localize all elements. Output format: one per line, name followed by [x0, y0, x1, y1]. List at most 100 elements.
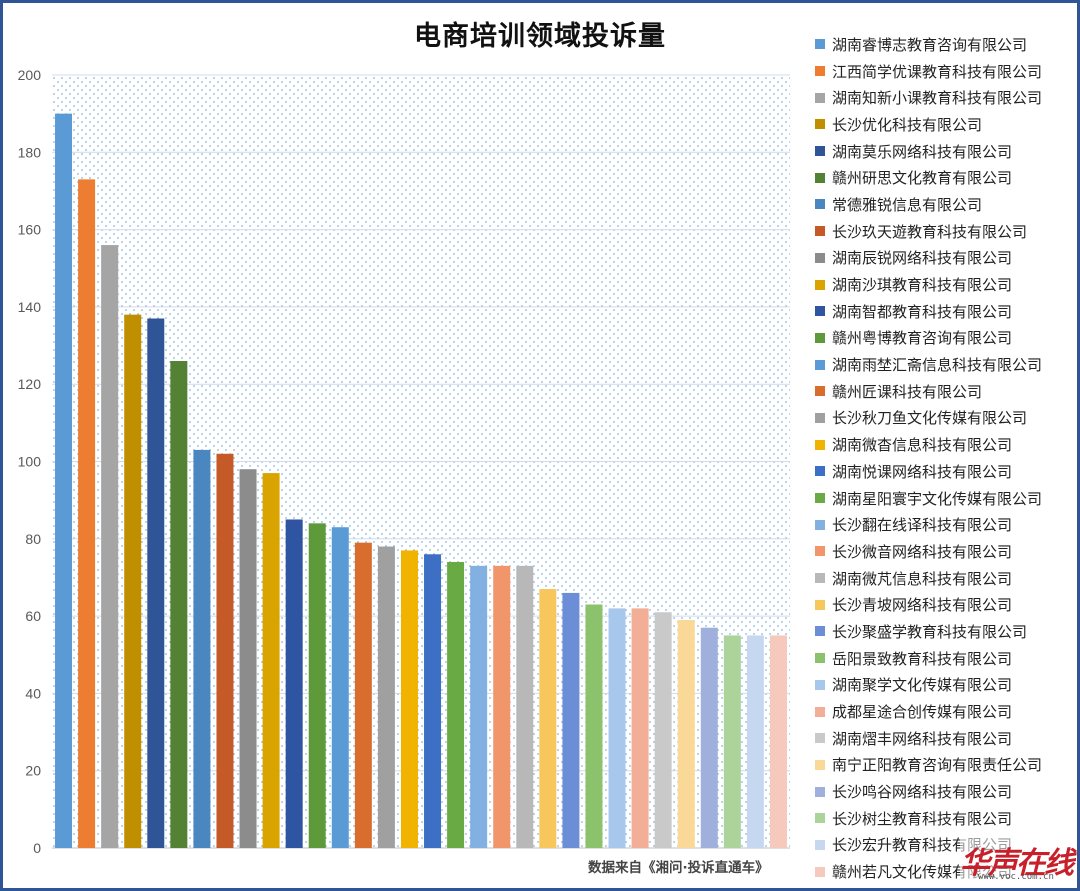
bar [124, 314, 142, 848]
source-note: 数据来自《湘问·投诉直通车》 [588, 860, 769, 876]
bar [216, 453, 234, 848]
legend-swatch [815, 813, 825, 824]
legend-swatch [815, 573, 825, 584]
bar [170, 361, 188, 848]
legend-item: 湖南微芃信息科技有限公司 [815, 565, 1077, 592]
legend-item: 湖南聚学文化传媒有限公司 [815, 672, 1077, 699]
legend-item: 湖南沙琪教育科技有限公司 [815, 271, 1077, 298]
legend-label: 湖南莫乐网络科技有限公司 [832, 142, 1013, 161]
bar [723, 635, 741, 848]
legend-label: 湖南聚学文化传媒有限公司 [832, 676, 1013, 695]
legend-item: 长沙鸣谷网络科技有限公司 [815, 778, 1077, 805]
legend-swatch [815, 653, 825, 664]
bar [493, 565, 511, 848]
legend-label: 长沙翻在线译科技有限公司 [832, 516, 1013, 535]
legend-label: 湖南睿博志教育咨询有限公司 [832, 35, 1028, 54]
bar [354, 542, 372, 848]
bar [562, 592, 580, 848]
bar [631, 608, 649, 848]
legend-swatch [815, 733, 825, 744]
legend-swatch [815, 679, 825, 690]
legend-item: 湖南星阳寰宇文化传媒有限公司 [815, 485, 1077, 512]
legend-swatch [815, 172, 825, 183]
legend-item: 湖南辰锐网络科技有限公司 [815, 245, 1077, 272]
legend-label: 长沙聚盛学教育科技有限公司 [832, 622, 1028, 641]
legend-swatch [815, 466, 825, 477]
legend: 湖南睿博志教育咨询有限公司 江西简学优课教育科技有限公司 湖南知新小课教育科技有限公… [815, 31, 1077, 885]
bar [424, 554, 442, 848]
legend-swatch [815, 759, 825, 770]
legend-swatch [815, 546, 825, 557]
legend-label: 赣州研思文化教育有限公司 [832, 169, 1013, 188]
legend-label: 常德雅锐信息有限公司 [832, 195, 983, 214]
legend-label: 湖南沙琪教育科技有限公司 [832, 276, 1013, 295]
legend-label: 湖南雨埜汇斋信息科技有限公司 [832, 356, 1043, 375]
bar [147, 318, 165, 848]
y-tick-label: 60 [25, 608, 41, 624]
legend-item: 长沙青坡网络科技有限公司 [815, 591, 1077, 618]
bar [285, 519, 303, 848]
legend-item: 湖南悦课网络科技有限公司 [815, 458, 1077, 485]
legend-swatch [815, 252, 825, 263]
legend-item: 长沙翻在线译科技有限公司 [815, 511, 1077, 538]
y-axis: 0 20 40 60 80 100 120 140 160 180 200 [18, 67, 42, 856]
bar [239, 469, 257, 848]
y-tick-label: 100 [18, 454, 42, 470]
legend-item: 赣州粤博教育咨询有限公司 [815, 325, 1077, 352]
bar [193, 449, 211, 848]
legend-item: 长沙优化科技有限公司 [815, 111, 1077, 138]
bar [539, 589, 557, 848]
legend-label: 长沙青坡网络科技有限公司 [832, 596, 1013, 615]
legend-item: 长沙树尘教育科技有限公司 [815, 805, 1077, 832]
legend-swatch [815, 786, 825, 797]
legend-swatch [815, 359, 825, 370]
legend-item: 湖南雨埜汇斋信息科技有限公司 [815, 351, 1077, 378]
legend-item: 赣州匠课科技有限公司 [815, 378, 1077, 405]
legend-label: 湖南知新小课教育科技有限公司 [832, 89, 1043, 108]
legend-swatch [815, 599, 825, 610]
legend-swatch [815, 706, 825, 717]
legend-label: 岳阳景致教育科技有限公司 [832, 649, 1013, 668]
bar [308, 523, 326, 848]
legend-label: 成都星途合创传媒有限公司 [832, 703, 1013, 722]
legend-swatch [815, 332, 825, 343]
legend-swatch [815, 493, 825, 504]
legend-swatch [815, 839, 825, 850]
legend-swatch [815, 412, 825, 423]
legend-swatch [815, 626, 825, 637]
y-tick-label: 80 [25, 531, 41, 547]
legend-swatch [815, 92, 825, 103]
bar [101, 245, 119, 848]
bar [769, 635, 787, 848]
bar-chart: 0 20 40 60 80 100 120 140 160 180 200 [18, 67, 790, 856]
y-tick-label: 140 [18, 299, 42, 315]
legend-label: 长沙秋刀鱼文化传媒有限公司 [832, 409, 1028, 428]
legend-item: 长沙玖天遊教育科技有限公司 [815, 218, 1077, 245]
watermark-text: 华声在线 [960, 846, 1074, 881]
legend-swatch [815, 39, 825, 50]
bar [746, 635, 764, 848]
bar [377, 546, 395, 848]
legend-item: 赣州研思文化教育有限公司 [815, 164, 1077, 191]
bar [55, 113, 73, 848]
legend-label: 湖南悦课网络科技有限公司 [832, 462, 1013, 481]
y-tick-label: 20 [25, 763, 41, 779]
legend-item: 湖南微杳信息科技有限公司 [815, 431, 1077, 458]
bar [654, 612, 672, 848]
legend-label: 南宁正阳教育咨询有限责任公司 [832, 756, 1043, 775]
bar [331, 527, 349, 848]
legend-label: 长沙鸣谷网络科技有限公司 [832, 783, 1013, 802]
y-tick-label: 160 [18, 222, 42, 238]
legend-item: 湖南熠丰网络科技有限公司 [815, 725, 1077, 752]
legend-label: 湖南微杳信息科技有限公司 [832, 436, 1013, 455]
y-tick-label: 200 [18, 67, 42, 83]
legend-item: 成都星途合创传媒有限公司 [815, 698, 1077, 725]
bar [470, 565, 488, 848]
legend-item: 长沙微音网络科技有限公司 [815, 538, 1077, 565]
legend-swatch [815, 386, 825, 397]
bar [78, 179, 96, 849]
legend-label: 湖南智都教育科技有限公司 [832, 302, 1013, 321]
legend-item: 长沙秋刀鱼文化传媒有限公司 [815, 405, 1077, 432]
bar [608, 608, 626, 848]
legend-swatch [815, 119, 825, 130]
